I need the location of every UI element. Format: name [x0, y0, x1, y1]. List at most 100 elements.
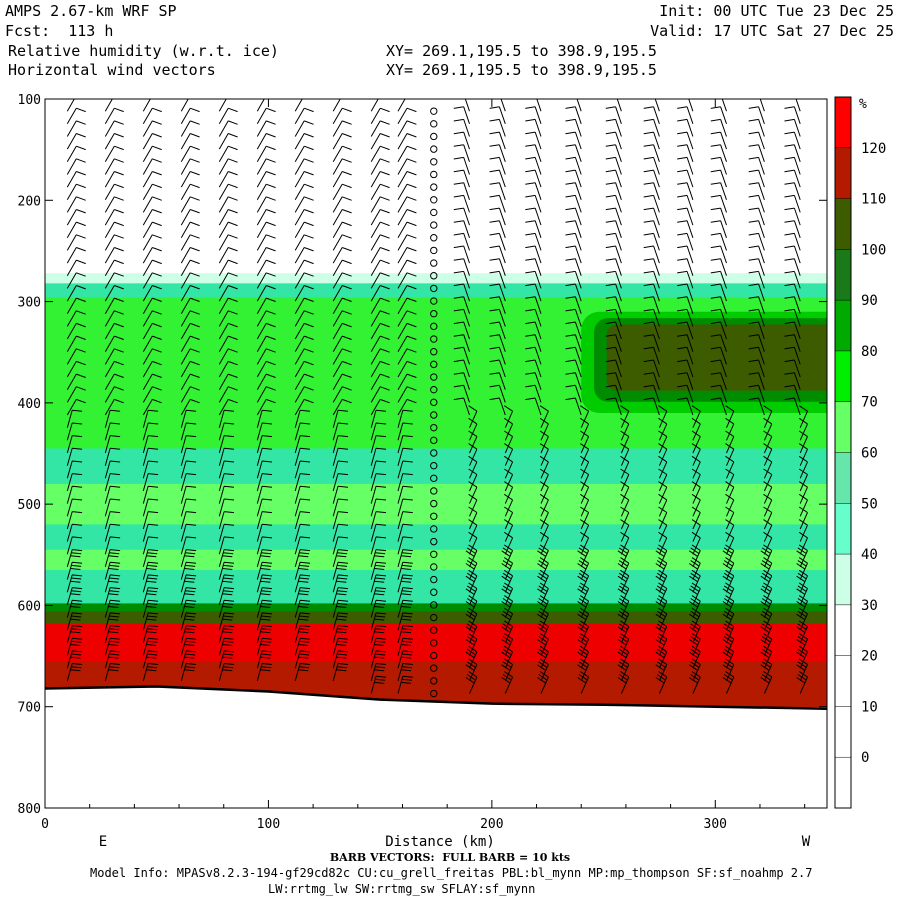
wind-barb	[397, 285, 417, 302]
wind-barb	[617, 633, 630, 656]
wind-barb	[180, 435, 197, 454]
wind-barb	[180, 120, 200, 137]
wind-barb	[725, 481, 735, 504]
wind-barb	[104, 335, 124, 352]
calm-wind-circle	[430, 183, 438, 191]
calm-wind-circle	[430, 563, 438, 571]
wind-barb	[658, 493, 668, 517]
wind-barb	[294, 637, 311, 656]
wind-barb	[104, 447, 121, 466]
wind-barb	[710, 258, 727, 276]
wind-barb	[370, 145, 390, 163]
wind-barb	[332, 107, 352, 125]
wind-barb	[104, 360, 124, 378]
colorbar-bin	[835, 604, 851, 656]
wind-barb	[256, 536, 273, 555]
wind-barb	[142, 373, 162, 390]
wind-barb	[104, 158, 124, 175]
wind-barb	[453, 359, 470, 378]
colorbar-bin	[835, 147, 851, 199]
y-tick-label: 500	[18, 498, 41, 513]
wind-barb	[66, 285, 86, 302]
wind-barb	[500, 99, 506, 112]
wind-barb	[397, 322, 417, 340]
wind-barb	[658, 531, 668, 555]
wind-barb	[796, 633, 808, 656]
wind-barb	[142, 599, 159, 618]
wind-barb	[180, 259, 200, 276]
wind-barb	[643, 207, 660, 226]
wind-barb	[332, 523, 349, 542]
wind-barb	[397, 99, 417, 112]
calm-wind-circle	[430, 550, 438, 558]
wind-barb	[748, 232, 765, 251]
wind-barb	[784, 232, 801, 251]
wind-barb	[760, 607, 773, 631]
wind-barb	[294, 360, 314, 378]
wind-barb	[142, 221, 162, 239]
wind-barb	[710, 194, 727, 213]
wind-barb	[294, 587, 311, 606]
field-title-wind: Horizontal wind vectors	[8, 61, 216, 79]
wind-barb	[710, 308, 727, 327]
wind-barb	[525, 359, 542, 378]
wind-barb	[539, 506, 549, 530]
wind-barb	[643, 308, 660, 327]
wind-barb	[294, 511, 311, 530]
wind-barb	[294, 373, 314, 390]
wind-barb	[397, 259, 417, 276]
wind-barb	[332, 183, 352, 201]
wind-barb	[525, 144, 542, 162]
wind-barb	[620, 481, 630, 504]
wind-barb	[104, 409, 121, 428]
wind-barb	[539, 481, 549, 504]
wind-barb	[332, 99, 352, 112]
wind-barb	[760, 620, 773, 644]
wind-barb	[256, 234, 276, 251]
wind-barb	[453, 232, 470, 251]
wind-barb	[537, 607, 549, 631]
calm-wind-circle	[430, 234, 438, 242]
wind-barb	[142, 145, 162, 163]
wind-barb	[489, 308, 506, 327]
wind-barb	[180, 348, 200, 365]
wind-barb	[370, 422, 387, 441]
wind-barb	[525, 372, 542, 390]
wind-barb	[565, 359, 582, 378]
wind-barb	[643, 283, 660, 302]
wind-barb	[784, 270, 801, 289]
wind-barb	[537, 582, 549, 606]
wind-barb	[677, 220, 694, 238]
calm-wind-circle	[430, 398, 438, 407]
colorbar-label: 50	[861, 496, 878, 512]
wind-barb	[539, 455, 549, 479]
wind-barb	[617, 620, 630, 644]
wind-barb	[332, 171, 352, 188]
wind-barb	[537, 569, 549, 593]
wind-barb	[218, 587, 235, 606]
wind-barb	[688, 99, 694, 112]
wind-barb	[104, 221, 124, 239]
wind-barb	[142, 171, 162, 188]
wind-barb	[763, 443, 773, 466]
wind-barb	[796, 582, 808, 606]
wind-barb	[489, 270, 506, 289]
wind-barb	[180, 322, 200, 340]
wind-barb	[763, 481, 773, 504]
wind-barb	[784, 245, 801, 264]
wind-barb	[760, 671, 773, 694]
calm-wind-circle	[430, 221, 438, 229]
calm-wind-circle	[430, 335, 438, 343]
y-tick-label: 300	[18, 296, 41, 311]
wind-barb	[104, 247, 124, 264]
wind-barb	[294, 663, 311, 682]
wind-barb	[104, 473, 121, 492]
calm-wind-circle	[430, 272, 438, 280]
wind-barb	[537, 671, 549, 694]
colorbar-label: 60	[861, 446, 878, 462]
wind-barb	[294, 234, 314, 251]
wind-barb	[397, 183, 417, 201]
wind-barb	[468, 443, 478, 466]
wind-barb	[539, 405, 549, 428]
wind-barb	[180, 183, 200, 201]
